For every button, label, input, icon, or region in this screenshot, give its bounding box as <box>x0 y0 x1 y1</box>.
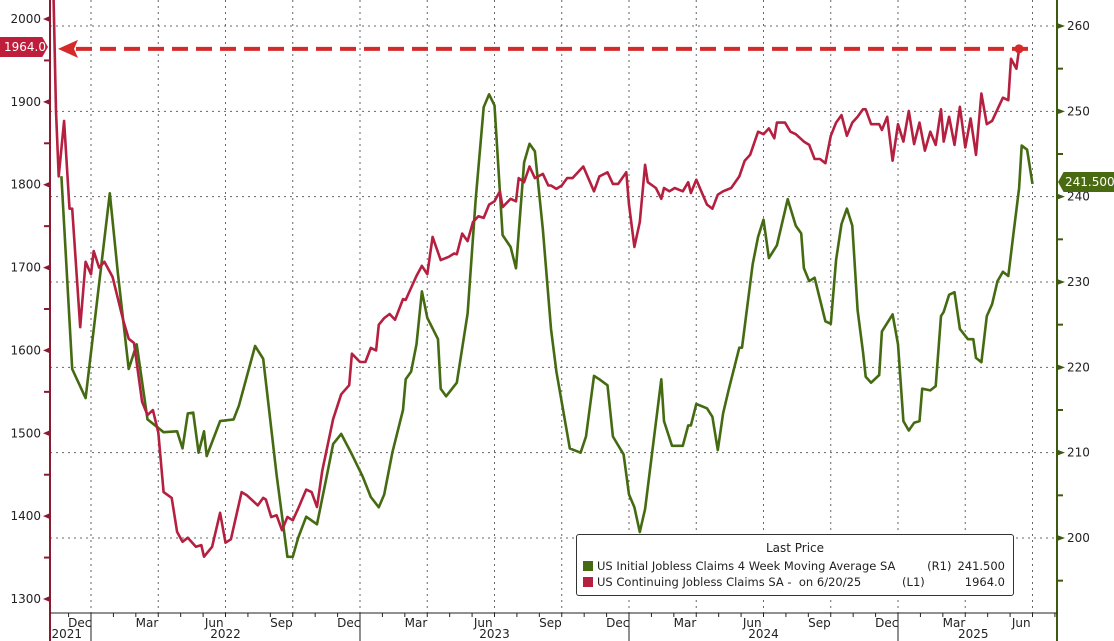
x-axis-month-label: Dec <box>68 616 91 630</box>
x-axis-month-label: Sep <box>270 616 293 630</box>
right-axis-tick-label: 210 <box>1067 446 1090 460</box>
legend-swatch-green <box>583 560 593 571</box>
left-axis-tick-label: 2000 <box>10 12 41 26</box>
right-axis-tick-label: 260 <box>1067 19 1090 33</box>
right-axis-tick-label: 250 <box>1067 104 1090 118</box>
legend-item-continuing-claims: US Continuing Jobless Claims SA - on 6/2… <box>583 574 1005 589</box>
x-axis-month-label: Jun <box>1011 616 1031 630</box>
left-axis-tick-label: 1300 <box>10 592 41 606</box>
legend-title: Last Price <box>765 541 825 555</box>
right-axis-tick <box>1057 108 1065 115</box>
left-axis-tick-label: 1900 <box>10 95 41 109</box>
x-axis-month-label: Sep <box>539 616 562 630</box>
x-axis-month-label: Dec <box>875 616 898 630</box>
x-axis-month-label: Jun <box>204 616 224 630</box>
last-value-callout-left: 1964.0 <box>0 37 48 57</box>
reference-end-dot <box>1014 44 1024 54</box>
x-axis-month-label: Mar <box>405 616 428 630</box>
left-axis-tick-label: 1600 <box>10 343 41 357</box>
left-axis-tick <box>43 98 50 105</box>
legend-last-value: 1964.0 <box>964 574 1005 589</box>
left-axis-tick-label: 1800 <box>10 178 41 192</box>
left-axis-tick <box>43 181 50 188</box>
x-axis-year-label: 2023 <box>479 627 510 641</box>
left-axis-tick <box>43 264 50 271</box>
x-axis-year-label: 2021 <box>52 627 83 641</box>
legend: Last Price US Initial Jobless Claims 4 W… <box>576 534 1014 596</box>
x-axis-month-label: Jun <box>473 616 493 630</box>
left-axis-tick <box>43 347 50 354</box>
x-axis-month-label: Sep <box>808 616 831 630</box>
right-axis-tick <box>1057 279 1065 285</box>
right-axis-tick <box>1057 364 1065 371</box>
legend-axis-tag: (R1) <box>927 558 952 573</box>
legend-last-value: 241.500 <box>957 558 1005 573</box>
left-axis-tick <box>43 16 50 22</box>
left-axis-tick <box>43 430 50 437</box>
reference-arrowhead-icon <box>58 39 78 58</box>
right-axis-tick <box>1057 449 1065 456</box>
right-axis-tick <box>1057 535 1065 541</box>
right-axis-tick-label: 240 <box>1067 190 1090 204</box>
left-axis-tick-label: 1700 <box>10 261 41 275</box>
x-axis-month-label: Mar <box>674 616 697 630</box>
legend-series-name: US Continuing Jobless Claims SA - on 6/2… <box>597 574 862 589</box>
right-axis-tick <box>1057 23 1065 29</box>
x-axis-year-label: 2022 <box>210 627 241 641</box>
right-axis-tick-label: 220 <box>1067 360 1090 374</box>
legend-series-name: US Initial Jobless Claims 4 Week Moving … <box>597 558 896 573</box>
series-line-initial-claims <box>60 93 1034 559</box>
left-axis-tick-label: 1500 <box>10 426 41 440</box>
x-axis-month-label: Mar <box>943 616 966 630</box>
x-axis-year-label: 2024 <box>748 627 779 641</box>
series-line-continuing-claims <box>52 0 1021 558</box>
x-axis-month-label: Dec <box>606 616 629 630</box>
x-axis-month-label: Dec <box>337 616 360 630</box>
legend-swatch-red <box>583 576 593 587</box>
x-axis-month-label: Mar <box>136 616 159 630</box>
right-axis-tick-label: 200 <box>1067 531 1090 545</box>
right-axis-tick-label: 230 <box>1067 275 1090 289</box>
x-axis-month-label: Jun <box>742 616 762 630</box>
left-axis-tick <box>43 596 50 602</box>
left-axis-tick <box>43 513 50 520</box>
last-value-callout-right: 241.500 <box>1058 172 1114 192</box>
x-axis-year-label: 2025 <box>958 627 989 641</box>
left-axis-tick-label: 1400 <box>10 509 41 523</box>
legend-item-initial-claims: US Initial Jobless Claims 4 Week Moving … <box>583 558 1005 573</box>
right-axis-tick <box>1057 193 1065 200</box>
legend-axis-tag: (L1) <box>902 574 925 589</box>
